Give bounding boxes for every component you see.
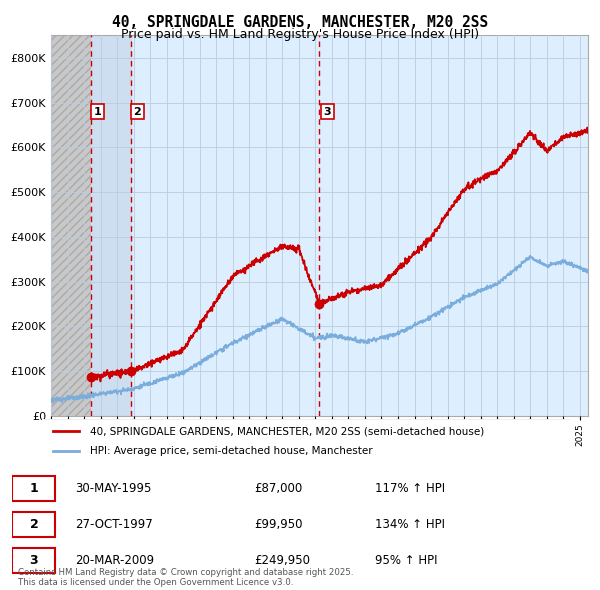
Text: HPI: Average price, semi-detached house, Manchester: HPI: Average price, semi-detached house,… <box>89 446 372 455</box>
Text: Contains HM Land Registry data © Crown copyright and database right 2025.
This d: Contains HM Land Registry data © Crown c… <box>18 568 353 587</box>
Text: Price paid vs. HM Land Registry's House Price Index (HPI): Price paid vs. HM Land Registry's House … <box>121 28 479 41</box>
FancyBboxPatch shape <box>12 548 55 572</box>
Bar <box>51 35 91 416</box>
Text: £99,950: £99,950 <box>254 518 302 531</box>
Text: 95% ↑ HPI: 95% ↑ HPI <box>375 554 437 567</box>
Text: 40, SPRINGDALE GARDENS, MANCHESTER, M20 2SS: 40, SPRINGDALE GARDENS, MANCHESTER, M20 … <box>112 15 488 30</box>
Text: 2: 2 <box>29 518 38 531</box>
Text: 20-MAR-2009: 20-MAR-2009 <box>76 554 154 567</box>
Text: 3: 3 <box>323 107 331 116</box>
Text: 1: 1 <box>94 107 101 116</box>
FancyBboxPatch shape <box>12 512 55 537</box>
Text: 1: 1 <box>29 482 38 495</box>
FancyBboxPatch shape <box>37 418 575 464</box>
Bar <box>91 35 131 416</box>
Text: 134% ↑ HPI: 134% ↑ HPI <box>375 518 445 531</box>
Text: 117% ↑ HPI: 117% ↑ HPI <box>375 482 445 495</box>
Text: £249,950: £249,950 <box>254 554 310 567</box>
Text: 2: 2 <box>134 107 141 116</box>
Text: 27-OCT-1997: 27-OCT-1997 <box>76 518 153 531</box>
Text: 30-MAY-1995: 30-MAY-1995 <box>76 482 152 495</box>
Text: £87,000: £87,000 <box>254 482 302 495</box>
Text: 3: 3 <box>29 554 38 567</box>
FancyBboxPatch shape <box>12 476 55 501</box>
Text: 40, SPRINGDALE GARDENS, MANCHESTER, M20 2SS (semi-detached house): 40, SPRINGDALE GARDENS, MANCHESTER, M20 … <box>89 427 484 436</box>
